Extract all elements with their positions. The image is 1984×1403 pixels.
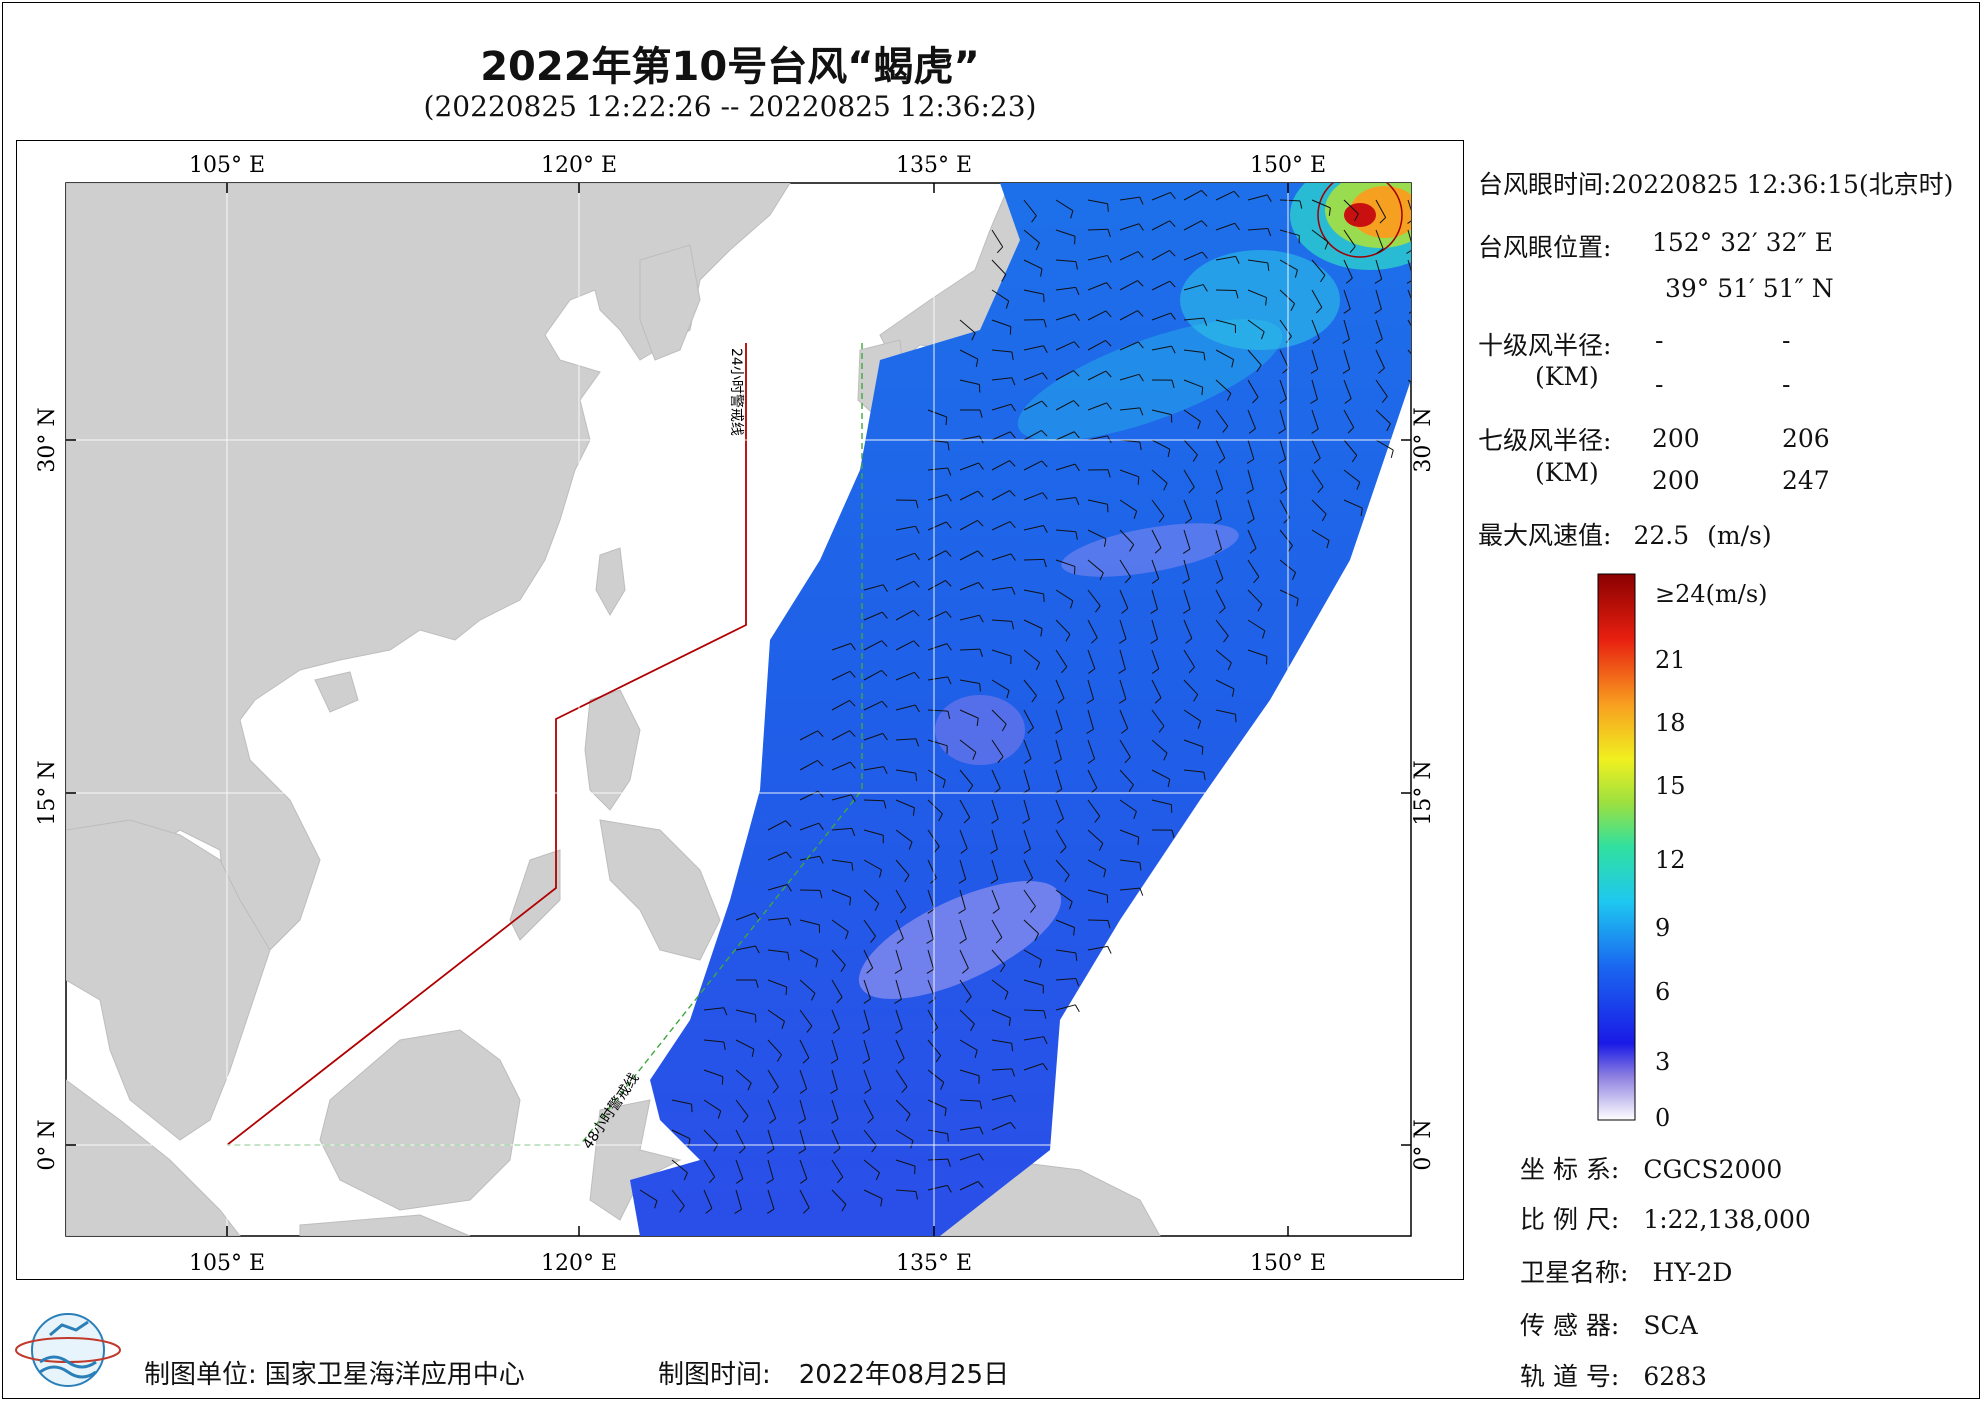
land-philippines-south: [599, 819, 721, 961]
r10-unit: (KM): [1535, 362, 1599, 391]
colorbar-label-24: ≥24(m/s): [1655, 580, 1768, 608]
r7-value-sw: 200: [1652, 466, 1700, 495]
r10-value-sw: -: [1655, 370, 1664, 399]
footer-org-value: 国家卫星海洋应用中心: [264, 1360, 525, 1390]
eye-pos-lon: 152° 32′ 32″ E: [1652, 228, 1833, 257]
lon-label-bottom-135: 135° E: [896, 1251, 972, 1276]
lat-label-right-30: 30° N: [1411, 407, 1436, 472]
footer-date-label: 制图时间:: [658, 1360, 771, 1390]
coord-row: 坐 标 系: CGCS2000: [1520, 1150, 1782, 1186]
lat-labels-right: 30° N 15° N 0° N: [1411, 407, 1436, 1170]
colorbar-label-21: 21: [1655, 646, 1686, 674]
land-sumatra: [66, 1079, 241, 1236]
r7-value-ne: 200: [1652, 424, 1700, 453]
lon-labels-top: 105° E 120° E 135° E 150° E: [189, 153, 1326, 178]
footer-org-label: 制图单位:: [144, 1360, 257, 1390]
scale-value: 1:22,138,000: [1643, 1205, 1811, 1234]
wind-barbs: [639, 190, 1411, 1214]
r10-value-se: -: [1782, 326, 1791, 355]
lon-label-top-135: 135° E: [896, 153, 972, 178]
lat-label-right-15: 15° N: [1411, 760, 1436, 825]
max-wind-value: 22.5: [1633, 521, 1690, 550]
r7-value-se: 206: [1782, 424, 1830, 453]
r10-value-nw: -: [1782, 370, 1791, 399]
sat-value: HY-2D: [1652, 1258, 1733, 1287]
eye-time-row: 台风眼时间:20220825 12:36:15(北京时): [1478, 165, 1953, 201]
land-sulawesi: [589, 1099, 682, 1221]
lon-label-top-105: 105° E: [189, 153, 265, 178]
land-borneo: [319, 1029, 521, 1211]
r7-unit: (KM): [1535, 458, 1599, 487]
land-java: [299, 1214, 471, 1236]
warning-line-24h-label: 24小时警戒线: [728, 348, 744, 436]
lon-label-bottom-120: 120° E: [541, 1251, 617, 1276]
map-frame: [16, 140, 1464, 1280]
colorbar-label-15: 15: [1655, 772, 1686, 800]
sensor-row: 传 感 器: SCA: [1520, 1306, 1698, 1342]
ticks: [66, 183, 1411, 1236]
eye-time-value: 20220825 12:36:15(北京时): [1611, 170, 1954, 199]
land-philippines-luzon: [584, 689, 641, 811]
colorbar-label-9: 9: [1655, 914, 1671, 942]
warning-line-48h: [227, 343, 863, 1146]
footer-date: 制图时间: 2022年08月25日: [658, 1354, 1009, 1391]
colorbar-label-0: 0: [1655, 1104, 1671, 1132]
graticule: [66, 183, 1411, 1236]
max-wind-row: 最大风速值: 22.5 (m/s): [1478, 516, 1772, 552]
colorbar-label-18: 18: [1655, 709, 1686, 737]
land-hainan: [314, 671, 359, 713]
r10-value-ne: -: [1655, 326, 1664, 355]
orbit-value: 6283: [1643, 1362, 1707, 1391]
sensor-value: SCA: [1643, 1311, 1698, 1340]
r10-label: 十级风半径:: [1478, 331, 1612, 360]
lon-label-top-150: 150° E: [1250, 153, 1326, 178]
colorbar: [1597, 573, 1636, 1121]
lon-label-bottom-150: 150° E: [1250, 1251, 1326, 1276]
sat-row: 卫星名称: HY-2D: [1520, 1253, 1732, 1289]
wind-swath: [630, 183, 1411, 1236]
max-wind-label: 最大风速值:: [1478, 521, 1612, 550]
r7-label: 七级风半径:: [1478, 426, 1612, 455]
land-indochina: [66, 819, 271, 1141]
map-subtitle: (20220825 12:22:26 -- 20220825 12:36:23): [423, 90, 1037, 123]
lat-label-left-15: 15° N: [35, 760, 60, 825]
lat-label-left-30: 30° N: [35, 407, 60, 472]
footer-date-value: 2022年08月25日: [798, 1360, 1010, 1390]
colorbar-label-3: 3: [1655, 1048, 1671, 1076]
eye-time-label: 台风眼时间:: [1478, 170, 1612, 199]
sat-label: 卫星名称:: [1520, 1258, 1629, 1287]
coord-label: 坐 标 系:: [1520, 1155, 1620, 1184]
scale-label: 比 例 尺:: [1520, 1205, 1620, 1234]
lon-labels-bottom: 105° E 120° E 135° E 150° E: [189, 1251, 1326, 1276]
land-palawan: [509, 849, 561, 941]
footer-org: 制图单位: 国家卫星海洋应用中心: [144, 1354, 525, 1391]
eye-pos-label: 台风眼位置:: [1478, 233, 1612, 262]
orbit-row: 轨 道 号: 6283: [1520, 1357, 1707, 1393]
lon-label-bottom-105: 105° E: [189, 1251, 265, 1276]
lon-label-top-120: 120° E: [541, 153, 617, 178]
orbit-label: 轨 道 号:: [1520, 1362, 1620, 1391]
nsoas-logo: [15, 1313, 121, 1387]
r7-value-nw: 247: [1782, 466, 1830, 495]
warning-line-24h: [226, 343, 747, 1146]
land-korea: [639, 244, 701, 361]
map-title: 2022年第10号台风“蝎虎”: [480, 44, 980, 90]
eye-pos-lat: 39° 51′ 51″ N: [1665, 274, 1834, 303]
sensor-label: 传 感 器:: [1520, 1311, 1620, 1340]
colorbar-label-12: 12: [1655, 846, 1686, 874]
scale-row: 比 例 尺: 1:22,138,000: [1520, 1200, 1811, 1236]
colorbar-label-6: 6: [1655, 978, 1671, 1006]
lat-label-left-0: 0° N: [35, 1119, 60, 1170]
coord-value: CGCS2000: [1643, 1155, 1783, 1184]
max-wind-unit: (m/s): [1707, 521, 1772, 550]
land-taiwan: [595, 547, 626, 616]
lat-labels-left: 30° N 15° N 0° N: [35, 407, 60, 1170]
lat-label-right-0: 0° N: [1411, 1119, 1436, 1170]
